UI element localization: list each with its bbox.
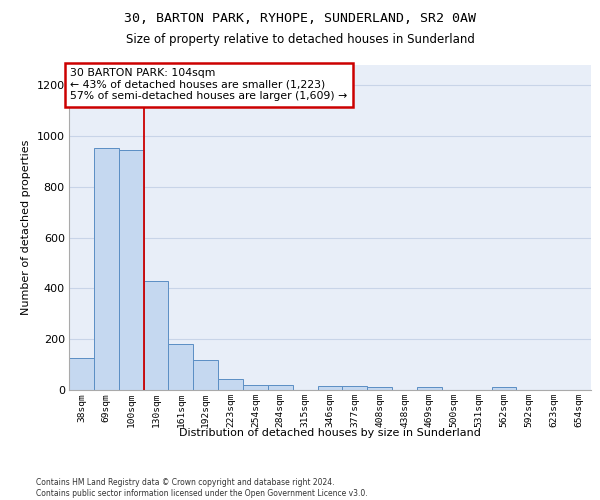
Bar [491, 388, 517, 390]
Text: 30 BARTON PARK: 104sqm
← 43% of detached houses are smaller (1,223)
57% of semi-: 30 BARTON PARK: 104sqm ← 43% of detached… [70, 68, 347, 101]
Bar [94, 148, 119, 390]
Y-axis label: Number of detached properties: Number of detached properties [21, 140, 31, 315]
Bar [193, 360, 218, 390]
Bar [169, 344, 193, 390]
Bar [69, 358, 94, 390]
Bar [218, 379, 243, 390]
Text: Size of property relative to detached houses in Sunderland: Size of property relative to detached ho… [125, 32, 475, 46]
Text: Distribution of detached houses by size in Sunderland: Distribution of detached houses by size … [179, 428, 481, 438]
Text: Contains HM Land Registry data © Crown copyright and database right 2024.
Contai: Contains HM Land Registry data © Crown c… [36, 478, 368, 498]
Bar [317, 386, 343, 390]
Bar [343, 386, 367, 390]
Bar [268, 385, 293, 390]
Bar [143, 281, 169, 390]
Bar [417, 388, 442, 390]
Bar [367, 388, 392, 390]
Text: 30, BARTON PARK, RYHOPE, SUNDERLAND, SR2 0AW: 30, BARTON PARK, RYHOPE, SUNDERLAND, SR2… [124, 12, 476, 26]
Bar [243, 384, 268, 390]
Bar [119, 150, 143, 390]
